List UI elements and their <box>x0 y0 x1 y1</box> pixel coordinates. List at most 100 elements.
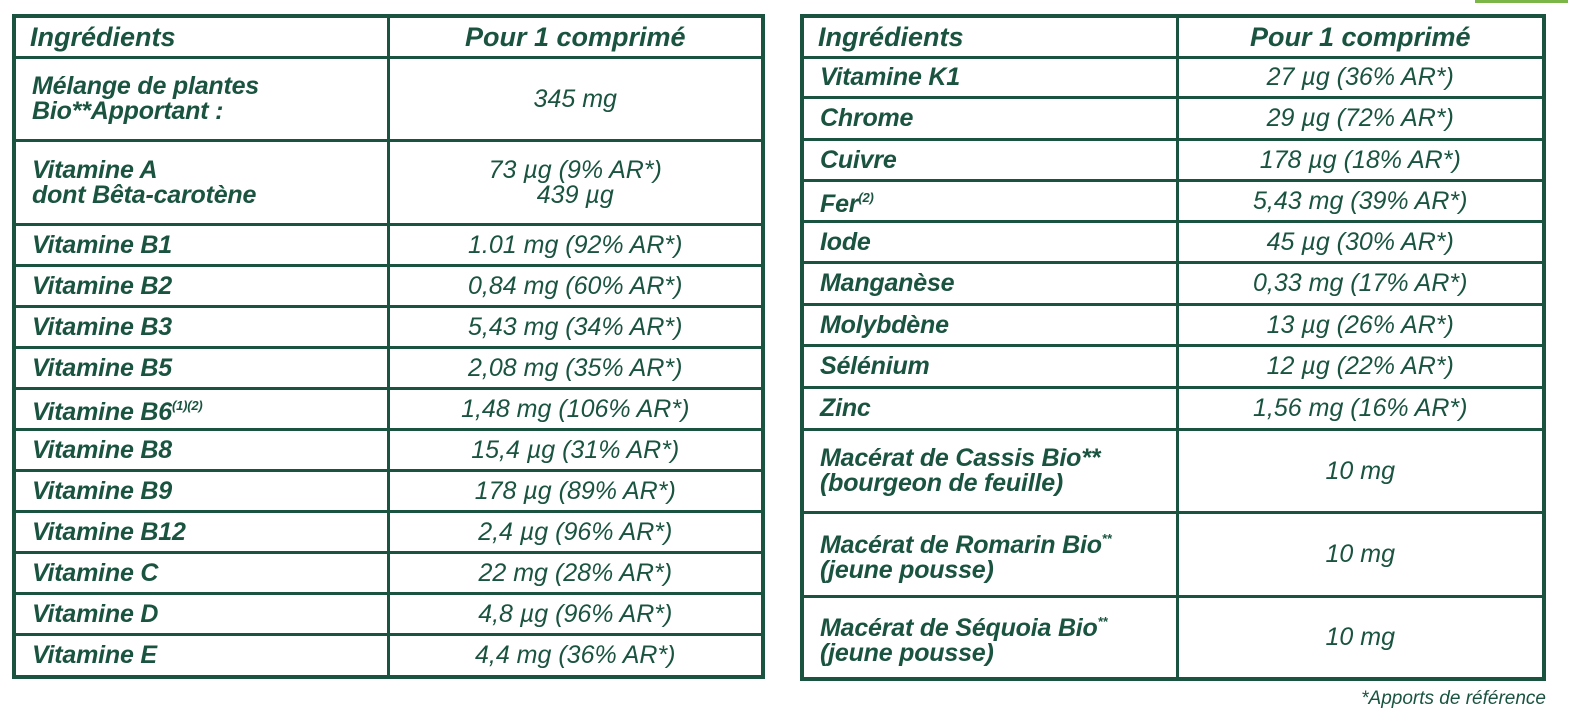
ingredient-amount: 29 µg (72% AR*) <box>1175 96 1546 141</box>
footnote-ref: ** <box>1097 613 1108 629</box>
amount-value: 4,8 µg (96% AR*) <box>478 599 673 628</box>
ingredient-amount: 27 µg (36% AR*) <box>1175 56 1546 99</box>
table-row: Iode 45 µg (30% AR*) <box>800 220 1546 264</box>
ingredient-amount: 345 mg <box>386 56 765 142</box>
ingredient-amount: 4,8 µg (96% AR*) <box>386 592 765 636</box>
ingredient-label: Vitamine E <box>32 640 157 669</box>
amount-value: 10 mg <box>1325 456 1395 485</box>
ingredient-label: Vitamine K1 <box>820 63 960 91</box>
ingredient-amount: 1,56 mg (16% AR*) <box>1175 386 1546 431</box>
table-row: Mélange de plantes Bio**Apportant : 345 mg <box>12 56 765 142</box>
ingredient-amount: 1,48 mg (106% AR*) <box>386 387 765 431</box>
amount-value: 27 µg (36% AR*) <box>1266 63 1454 91</box>
ingredient-name: Vitamine B8 <box>12 428 390 472</box>
ingredient-label: Vitamine B3 <box>32 312 172 341</box>
ingredient-label: Mélange de plantes <box>32 72 260 100</box>
ingredient-name: Vitamine B5 <box>12 346 390 390</box>
ingredient-label: Iode <box>820 227 871 256</box>
amount-value: 10 mg <box>1325 540 1395 568</box>
amount-value: 22 mg (28% AR*) <box>478 558 673 587</box>
ingredient-amount: 2,4 µg (96% AR*) <box>386 510 765 554</box>
ingredient-name: Vitamine E <box>12 633 390 678</box>
table-row: Vitamine E 4,4 mg (36% AR*) <box>12 633 765 678</box>
ingredient-name: Macérat de Cassis Bio** (bourgeon de feui… <box>800 428 1179 514</box>
ingredient-label: Macérat de Cassis Bio** <box>820 444 1101 472</box>
ingredient-name: Zinc <box>800 386 1179 431</box>
ingredient-name: Vitamine K1 <box>800 56 1179 99</box>
amount-value: 5,43 mg (39% AR*) <box>1253 186 1468 215</box>
amount-value: 10 mg <box>1325 622 1395 651</box>
ingredient-amount: 2,08 mg (35% AR*) <box>386 346 765 390</box>
table-row: Molybdène 13 µg (26% AR*) <box>800 303 1546 347</box>
footnote-ref: (1)(2) <box>171 398 203 413</box>
ingredient-label: Vitamine B5 <box>32 353 172 382</box>
ingredient-name: Vitamine B12 <box>12 510 390 554</box>
ingredient-label: Macérat de Romarin Bio <box>820 531 1102 559</box>
amount-value: 13 µg (26% AR*) <box>1266 310 1454 339</box>
ingredient-name: Mélange de plantes Bio**Apportant : <box>12 56 390 142</box>
ingredient-name: Molybdène <box>800 303 1179 347</box>
amount-value: 345 mg <box>533 84 617 113</box>
ingredient-label: Vitamine B2 <box>32 271 172 300</box>
ingredient-label: Vitamine A <box>32 155 158 184</box>
amount-value: 4,4 mg (36% AR*) <box>474 640 676 669</box>
table-row: Vitamine B2 0,84 mg (60% AR*) <box>12 264 765 308</box>
ingredient-name: Vitamine B2 <box>12 264 390 308</box>
amount-value: 178 µg (89% AR*) <box>474 476 676 505</box>
amount-value: 15,4 µg (31% AR*) <box>471 435 680 464</box>
ingredient-amount: 5,43 mg (34% AR*) <box>386 305 765 349</box>
table-row: Vitamine B9 178 µg (89% AR*) <box>12 469 765 513</box>
table-row: Vitamine B1 1.01 mg (92% AR*) <box>12 223 765 267</box>
header-ingredients: Ingrédients <box>12 14 390 59</box>
amount-value: 45 µg (30% AR*) <box>1266 227 1454 256</box>
ingredient-name: Manganèse <box>800 261 1179 306</box>
ingredient-name: Vitamine B1 <box>12 223 390 267</box>
ingredient-subtitle: Bio**Apportant : <box>32 97 224 125</box>
table-row: Zinc 1,56 mg (16% AR*) <box>800 386 1546 431</box>
ingredient-amount: 15,4 µg (31% AR*) <box>386 428 765 472</box>
amount-value: 1,56 mg (16% AR*) <box>1253 394 1468 422</box>
table-row: Vitamine D 4,8 µg (96% AR*) <box>12 592 765 636</box>
ingredient-amount: 22 mg (28% AR*) <box>386 551 765 595</box>
ingredient-amount: 45 µg (30% AR*) <box>1175 220 1546 264</box>
ingredient-amount: 0,33 mg (17% AR*) <box>1175 261 1546 306</box>
table-row: Vitamine B6(1)(2) 1,48 mg (106% AR*) <box>12 387 765 431</box>
ingredient-name: Vitamine B6(1)(2) <box>12 387 390 431</box>
ingredient-name: Cuivre <box>800 138 1179 182</box>
ingredient-label: Manganèse <box>820 269 955 297</box>
amount-value: 2,08 mg (35% AR*) <box>468 353 683 382</box>
table-row: Cuivre 178 µg (18% AR*) <box>800 138 1546 182</box>
ingredient-name: Iode <box>800 220 1179 264</box>
accent-bar <box>1475 0 1568 3</box>
ingredient-subtitle: (bourgeon de feuille) <box>820 469 1064 497</box>
ingredients-table-left: Ingrédients Pour 1 comprimé Mélange de p… <box>12 14 765 679</box>
table-row: Macérat de Romarin Bio** (jeune pousse) 10… <box>800 511 1546 598</box>
ingredient-label: Macérat de Séquoia Bio <box>820 613 1098 642</box>
table-row: Vitamine C 22 mg (28% AR*) <box>12 551 765 595</box>
ingredient-name: Macérat de Romarin Bio** (jeune pousse) <box>800 511 1179 598</box>
ingredient-name: Vitamine B3 <box>12 305 390 349</box>
header-per-tablet: Pour 1 comprimé <box>386 14 765 59</box>
ingredient-name: Vitamine D <box>12 592 390 636</box>
ingredient-name: Chrome <box>800 96 1179 141</box>
table-row: Manganèse 0,33 mg (17% AR*) <box>800 261 1546 306</box>
table-row: Vitamine B5 2,08 mg (35% AR*) <box>12 346 765 390</box>
ingredient-amount: 12 µg (22% AR*) <box>1175 344 1546 389</box>
ingredient-amount: 4,4 mg (36% AR*) <box>386 633 765 678</box>
ingredient-label: Molybdène <box>820 310 949 339</box>
ingredients-table-right: Ingrédients Pour 1 comprimé Vitamine K1 2… <box>800 14 1546 681</box>
ingredient-amount: 10 mg <box>1175 595 1546 680</box>
ingredient-name: Vitamine B9 <box>12 469 390 513</box>
amount-value: 0,84 mg (60% AR*) <box>468 271 683 300</box>
ingredient-label: Vitamine D <box>32 599 159 628</box>
footnote: *Apports de référence <box>1361 688 1546 709</box>
table-row: Vitamine K1 27 µg (36% AR*) <box>800 56 1546 99</box>
ingredient-name: Macérat de Séquoia Bio** (jeune pousse) <box>800 595 1179 680</box>
header-ingredients: Ingrédients <box>800 14 1179 59</box>
ingredient-label: Vitamine B6 <box>32 398 172 426</box>
ingredient-amount: 178 µg (18% AR*) <box>1175 138 1546 182</box>
ingredient-subtitle: (jeune pousse) <box>820 638 994 667</box>
ingredient-label: Sélénium <box>820 352 930 380</box>
ingredient-name: Fer(2) <box>800 179 1179 223</box>
